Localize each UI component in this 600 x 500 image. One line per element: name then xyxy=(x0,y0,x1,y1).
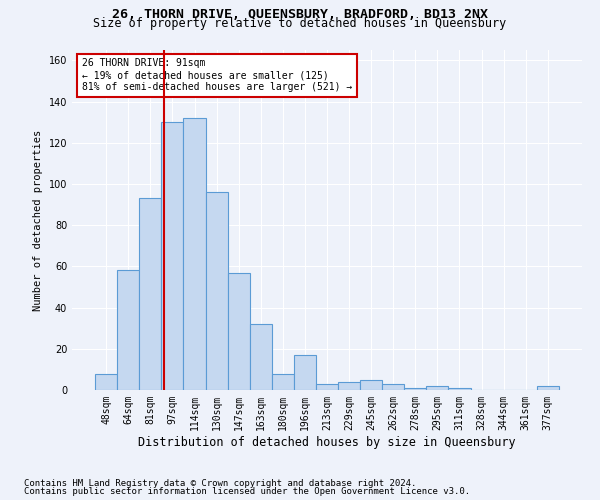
Bar xyxy=(294,355,316,390)
Bar xyxy=(95,374,117,390)
Bar xyxy=(448,388,470,390)
Bar xyxy=(227,272,250,390)
Bar xyxy=(206,192,227,390)
X-axis label: Distribution of detached houses by size in Queensbury: Distribution of detached houses by size … xyxy=(138,436,516,448)
Bar xyxy=(139,198,161,390)
Bar xyxy=(360,380,382,390)
Bar xyxy=(404,388,427,390)
Text: Size of property relative to detached houses in Queensbury: Size of property relative to detached ho… xyxy=(94,18,506,30)
Bar xyxy=(250,324,272,390)
Bar xyxy=(338,382,360,390)
Text: Contains HM Land Registry data © Crown copyright and database right 2024.: Contains HM Land Registry data © Crown c… xyxy=(24,478,416,488)
Bar xyxy=(161,122,184,390)
Bar xyxy=(184,118,206,390)
Text: 26, THORN DRIVE, QUEENSBURY, BRADFORD, BD13 2NX: 26, THORN DRIVE, QUEENSBURY, BRADFORD, B… xyxy=(112,8,488,20)
Y-axis label: Number of detached properties: Number of detached properties xyxy=(33,130,43,310)
Bar xyxy=(117,270,139,390)
Bar xyxy=(427,386,448,390)
Text: Contains public sector information licensed under the Open Government Licence v3: Contains public sector information licen… xyxy=(24,487,470,496)
Bar xyxy=(272,374,294,390)
Text: 26 THORN DRIVE: 91sqm
← 19% of detached houses are smaller (125)
81% of semi-det: 26 THORN DRIVE: 91sqm ← 19% of detached … xyxy=(82,58,352,92)
Bar xyxy=(316,384,338,390)
Bar xyxy=(537,386,559,390)
Bar xyxy=(382,384,404,390)
